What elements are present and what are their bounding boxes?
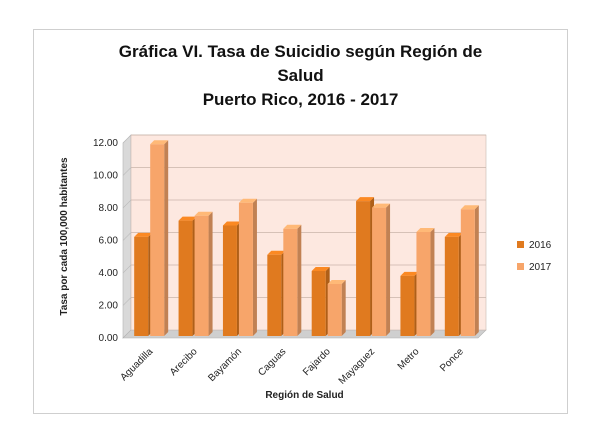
bar-group-fajardo xyxy=(311,267,346,336)
bar-side-2017 xyxy=(252,198,257,336)
bar-top-2016 xyxy=(178,216,197,221)
legend-swatch-2017 xyxy=(517,263,524,270)
bar-top-2017 xyxy=(194,211,213,216)
bar-group-bayamón xyxy=(222,198,257,336)
gridline-side xyxy=(122,297,132,306)
bar-top-2016 xyxy=(267,250,286,255)
bar-top-2016 xyxy=(222,221,241,226)
bar-group-arecibo xyxy=(178,211,213,336)
bar-2017 xyxy=(150,144,165,336)
chart-svg: 0.00 2.00 4.00 6.00 8.00 10.00 12.00 Aguadilla A… xyxy=(59,134,552,401)
bar-top-2016 xyxy=(356,197,375,202)
bar-2016 xyxy=(267,254,282,336)
bar-side-2017 xyxy=(474,205,479,336)
bar-top-2017 xyxy=(150,140,169,145)
bar-2016 xyxy=(356,201,371,336)
y-tick-label: 4.00 xyxy=(99,268,119,279)
bar-2017 xyxy=(283,228,298,336)
bar-2016 xyxy=(178,220,193,336)
x-axis-title: Región de Salud xyxy=(265,390,343,401)
y-axis-title: Tasa por cada 100,000 habitantes xyxy=(59,157,70,316)
bars-group xyxy=(134,140,479,336)
bar-group-mayaguez xyxy=(356,197,391,336)
legend: 2016 2017 xyxy=(517,240,552,273)
bar-2016 xyxy=(311,271,326,336)
x-tick-label: Aguadilla xyxy=(118,346,155,383)
gridline-side xyxy=(122,167,132,176)
bar-2016 xyxy=(222,225,237,336)
x-tick-label: Metro xyxy=(396,346,422,372)
chart-frame: Gráfica VI. Tasa de Suicidio según Regió… xyxy=(33,29,568,414)
chart-title-line-1: Gráfica VI. Tasa de Suicidio según Regió… xyxy=(118,42,483,61)
bar-side-2017 xyxy=(341,280,346,336)
chart-title-line-3: Puerto Rico, 2016 - 2017 xyxy=(202,90,399,109)
bar-top-2016 xyxy=(311,267,330,271)
gridline-side xyxy=(122,199,132,209)
bar-side-2017 xyxy=(430,228,435,336)
bar-top-2017 xyxy=(460,205,479,210)
bar-top-2017 xyxy=(238,198,257,203)
bar-2017 xyxy=(327,284,342,336)
bar-group-metro xyxy=(400,228,435,336)
bar-2017 xyxy=(372,207,387,336)
bar-side-2017 xyxy=(297,224,302,336)
y-tick-label: 8.00 xyxy=(99,203,119,214)
legend-swatch-2016 xyxy=(517,241,524,248)
x-tick-label: Ponce xyxy=(438,346,466,374)
gridline-side xyxy=(122,134,132,144)
legend-label-2016: 2016 xyxy=(529,240,552,251)
chart-title: Gráfica VI. Tasa de Suicidio según Regió… xyxy=(34,40,567,112)
bar-2016 xyxy=(400,275,415,336)
bar-top-2017 xyxy=(372,203,391,208)
bar-2017 xyxy=(416,232,431,336)
bar-top-2017 xyxy=(416,228,435,232)
bar-top-2017 xyxy=(283,224,302,229)
legend-label-2017: 2017 xyxy=(529,262,552,273)
x-tick-label: Caguas xyxy=(256,346,288,378)
y-tick-label: 12.00 xyxy=(93,138,118,149)
bar-side-2017 xyxy=(164,140,169,336)
bar-top-2016 xyxy=(134,232,153,237)
bar-2017 xyxy=(194,215,209,336)
bar-top-2016 xyxy=(400,271,419,276)
y-tick-label: 2.00 xyxy=(99,301,119,312)
bar-2016 xyxy=(444,236,459,336)
bar-2017 xyxy=(460,209,475,336)
bar-top-2017 xyxy=(327,280,346,284)
y-tick-label: 10.00 xyxy=(93,171,118,182)
x-tick-label: Fajardo xyxy=(301,346,333,378)
x-tick-label: Mayaguez xyxy=(337,346,377,386)
bar-group-aguadilla xyxy=(134,140,169,336)
bar-top-2016 xyxy=(444,232,463,237)
bar-side-2017 xyxy=(386,203,391,336)
gridline-side xyxy=(122,264,132,274)
chart-title-line-2: Salud xyxy=(277,66,324,85)
bar-2017 xyxy=(238,202,253,336)
y-tick-label: 0.00 xyxy=(99,333,119,344)
bar-side-2017 xyxy=(208,211,213,336)
x-tick-label: Bayamón xyxy=(206,346,244,384)
y-tick-label: 6.00 xyxy=(99,236,119,247)
gridline-side xyxy=(122,232,132,241)
bar-group-caguas xyxy=(267,224,302,336)
x-tick-label: Arecibo xyxy=(168,346,200,378)
bar-2016 xyxy=(134,236,149,336)
bar-group-ponce xyxy=(444,205,479,336)
